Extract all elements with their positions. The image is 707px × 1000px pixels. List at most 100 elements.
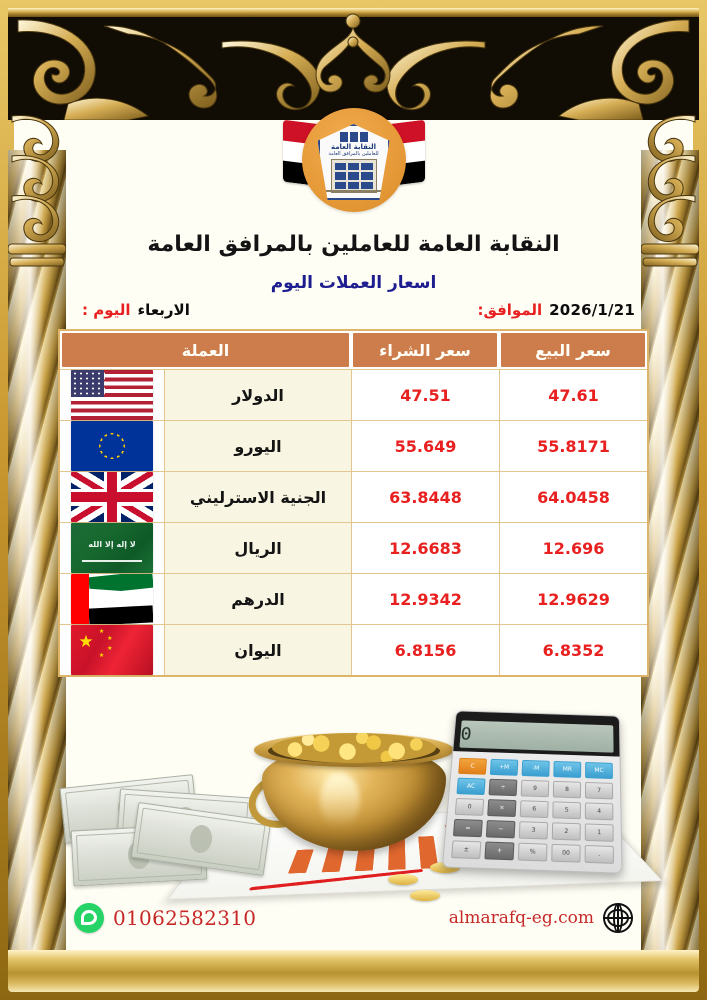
table-row: 12.9629 12.9342 الدرهم (60, 573, 647, 624)
frame-column-right (641, 150, 699, 970)
union-badge-shield: النقابة العامة للعاملين بالمرافق العامة (317, 124, 390, 200)
contact-footer: almarafq-eg.com 01062582310 (58, 894, 649, 942)
calculator-icon: 0 MC MR M- M+ C 7 8 9 ÷ AC 4 5 6 × (441, 710, 623, 874)
sell-price: 12.9629 (499, 573, 647, 624)
calc-key: AC (456, 777, 486, 796)
date-group: 2026/1/21 الموافق: (477, 301, 635, 319)
union-logo: النقابة العامة للعاملين بالمرافق العامة (282, 108, 425, 226)
buy-price: 12.6683 (351, 522, 499, 573)
date-label: الموافق: (477, 301, 543, 319)
calc-key: − (485, 820, 516, 839)
flag-cell (60, 573, 165, 624)
eu-flag-icon (71, 421, 153, 471)
buy-price: 63.8448 (351, 471, 499, 522)
sell-price: 64.0458 (499, 471, 647, 522)
currency-name: الدرهم (164, 573, 351, 624)
table-row: 6.8352 6.8156 اليوان ★ ★ ★ ★ ★ (60, 624, 647, 675)
buy-price: 12.9342 (351, 573, 499, 624)
coins-in-pot (272, 733, 436, 763)
page-subtitle: اسعار العملات اليوم (270, 273, 437, 293)
loose-coin (388, 874, 418, 885)
header-buy-price: سعر الشراء (351, 331, 499, 369)
column-rope-texture (8, 150, 66, 970)
frame-column-left (8, 150, 66, 970)
calc-key: 9 (520, 779, 550, 798)
table-row: 47.61 47.51 الدولار (60, 369, 647, 420)
currency-name: اليوان (164, 624, 351, 675)
cn-flag-icon: ★ ★ ★ ★ ★ (71, 625, 153, 675)
day-group: الاربعاء اليوم : (82, 301, 190, 319)
whatsapp-contact[interactable]: 01062582310 (74, 903, 256, 933)
calc-key: 7 (584, 781, 614, 800)
sa-flag-icon: لا إله إلا الله (71, 523, 153, 573)
currency-name: الريال (164, 522, 351, 573)
flag-cell (60, 471, 165, 522)
calc-key: + (484, 841, 515, 861)
scrollwork-svg (8, 8, 699, 121)
calc-key: ± (451, 840, 482, 860)
calculator-display: 0 (459, 720, 614, 753)
table-header-row: سعر البيع سعر الشراء العملة (60, 331, 647, 369)
frame-top-ornament (8, 8, 699, 121)
calc-key: 2 (551, 822, 581, 841)
calc-key: M+ (489, 758, 519, 776)
badge-base-line (323, 190, 384, 192)
page-title: النقابة العامة للعاملين بالمرافق العامة (147, 232, 560, 257)
table-row: 64.0458 63.8448 الجنية الاسترليني (60, 471, 647, 522)
phone-number[interactable]: 01062582310 (113, 906, 257, 930)
calc-key: 3 (518, 821, 549, 840)
uk-flag-icon (71, 472, 153, 522)
calc-key: 0 (454, 798, 485, 816)
ae-flag-icon (71, 574, 153, 624)
day-label: اليوم : (82, 301, 131, 319)
table-row: 55.8171 55.649 اليورو (60, 420, 647, 471)
calc-key: ÷ (488, 778, 518, 797)
currency-name: الجنية الاسترليني (164, 471, 351, 522)
flag-cell (60, 369, 165, 420)
calc-key: 8 (552, 780, 582, 799)
badge-title-line2: للعاملين بالمرافق العامة (328, 151, 379, 157)
header-currency: العملة (60, 331, 351, 369)
dateline: 2026/1/21 الموافق: الاربعاء اليوم : (58, 301, 649, 319)
calc-key: % (517, 842, 548, 862)
header-sell-price-label: سعر البيع (501, 333, 645, 367)
dollar-bill-stacks (59, 774, 272, 893)
calc-key: MR (553, 760, 582, 778)
calculator-top: 0 (453, 711, 620, 757)
calc-key: C (458, 757, 487, 775)
website-contact[interactable]: almarafq-eg.com (449, 903, 633, 933)
currency-name: الدولار (164, 369, 351, 420)
rates-table-body: 47.61 47.51 الدولار 55.8171 55.649 اليور… (60, 369, 647, 675)
currency-name: اليورو (164, 420, 351, 471)
flag-cell: ★ ★ ★ ★ ★ (60, 624, 165, 675)
flag-cell (60, 420, 165, 471)
loose-coin (410, 890, 440, 901)
sell-price: 47.61 (499, 369, 647, 420)
calc-key: M- (521, 759, 550, 777)
day-value: الاربعاء (137, 301, 190, 319)
badge-building-icon (330, 159, 377, 193)
whatsapp-icon[interactable] (74, 903, 104, 933)
globe-icon (603, 903, 633, 933)
column-rope-texture (641, 150, 699, 970)
calc-key: × (487, 799, 517, 817)
calc-key: = (452, 818, 483, 838)
calc-key: 1 (584, 823, 614, 842)
frame-bottom-band (8, 950, 699, 992)
gold-pot-icon (241, 721, 454, 853)
sell-price: 55.8171 (499, 420, 647, 471)
website-url[interactable]: almarafq-eg.com (448, 908, 594, 928)
calc-key: 6 (519, 800, 549, 819)
header-buy-price-label: سعر الشراء (353, 333, 497, 367)
pot-highlight (320, 773, 360, 827)
sell-price: 6.8352 (499, 624, 647, 675)
calc-key: 5 (552, 801, 581, 820)
header-currency-label: العملة (62, 333, 349, 367)
logo-circle-background: النقابة العامة للعاملين بالمرافق العامة (301, 108, 406, 212)
date-value: 2026/1/21 (549, 301, 635, 319)
badge-title-line1: النقابة العامة (330, 143, 377, 151)
buy-price: 6.8156 (351, 624, 499, 675)
buy-price: 47.51 (351, 369, 499, 420)
header-sell-price: سعر البيع (499, 331, 647, 369)
